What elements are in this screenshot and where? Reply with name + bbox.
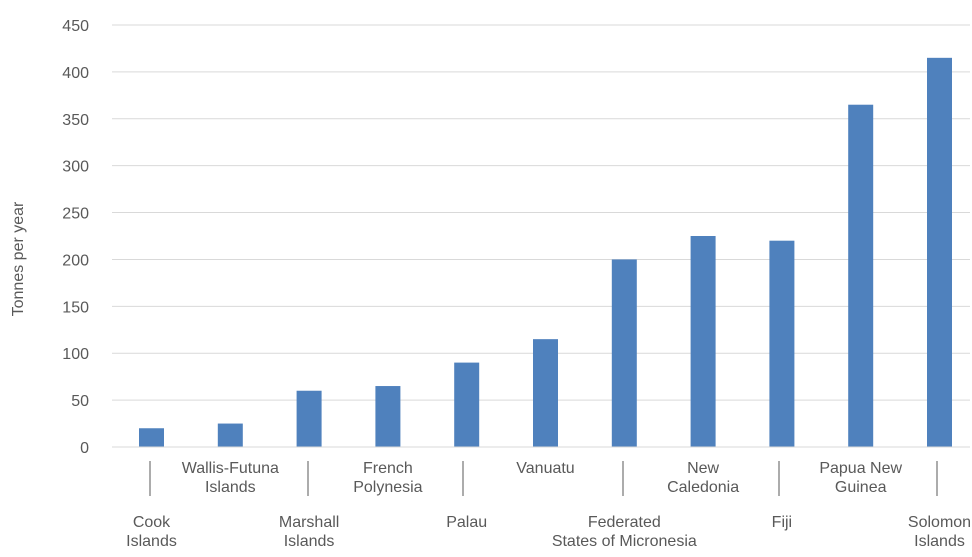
y-tick-label: 150	[62, 299, 89, 316]
x-tick-label: Fiji	[772, 514, 792, 531]
x-tick-label: Papua New	[819, 460, 902, 477]
x-tick-label: Solomon	[908, 514, 971, 531]
x-tick-label: Wallis-Futuna	[182, 460, 279, 477]
y-tick-label: 200	[62, 252, 89, 269]
bar	[217, 423, 243, 447]
x-tick-label: Polynesia	[353, 479, 422, 496]
y-tick-label: 100	[62, 346, 89, 363]
bar	[454, 362, 480, 447]
y-tick-label: 250	[62, 206, 89, 223]
gridlines	[112, 24, 970, 401]
x-tick-label: Islands	[205, 479, 256, 496]
bar	[375, 386, 401, 447]
x-tick-label: Islands	[126, 533, 177, 550]
bar	[927, 57, 952, 447]
y-tick-label: 400	[62, 65, 89, 82]
bars	[139, 57, 952, 447]
x-tick-label: Federated	[588, 514, 661, 531]
y-axis-ticks: 0 50 100 150 200 250 300 350 400 450	[62, 18, 89, 457]
bar	[769, 240, 795, 447]
bar	[611, 259, 637, 447]
x-tick-label: Guinea	[835, 479, 887, 496]
bar	[533, 339, 558, 447]
x-axis-labels: Cook Islands Wallis-Futuna Islands Marshall I…	[126, 460, 971, 550]
bar	[690, 236, 716, 447]
x-tick-label: Vanuatu	[516, 460, 574, 477]
y-tick-label: 350	[62, 112, 89, 129]
bar	[296, 390, 322, 447]
x-tick-label: Caledonia	[667, 479, 739, 496]
y-tick-label: 0	[80, 440, 89, 457]
x-tick-label: French	[363, 460, 413, 477]
y-tick-label: 300	[62, 159, 89, 176]
bar	[139, 428, 164, 447]
y-tick-label: 50	[71, 393, 89, 410]
x-axis	[112, 446, 970, 496]
x-tick-label: Islands	[914, 533, 965, 550]
x-tick-label: Marshall	[279, 514, 339, 531]
bar	[848, 104, 874, 447]
x-tick-label: New	[687, 460, 719, 477]
x-tick-label: Cook	[133, 514, 171, 531]
x-tick-label: Palau	[446, 514, 487, 531]
y-tick-label: 450	[62, 18, 89, 35]
x-tick-label: Islands	[284, 533, 335, 550]
x-tick-label: States of Micronesia	[552, 533, 697, 550]
y-axis-label: Tonnes per year	[10, 201, 27, 316]
